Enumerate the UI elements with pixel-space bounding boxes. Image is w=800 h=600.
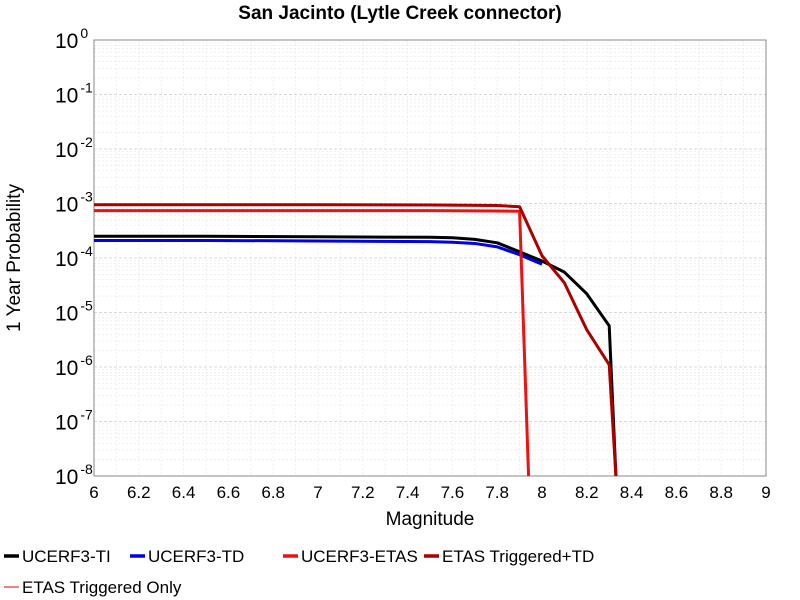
y-tick-label: 10 -2: [55, 134, 93, 162]
legend-label-etas-triggered-td: ETAS Triggered+TD: [442, 547, 594, 566]
x-tick-label: 7.6: [441, 483, 465, 502]
y-axis-label: 1 Year Probability: [4, 184, 25, 332]
x-tick-label: 7.8: [485, 483, 509, 502]
plot-area-border: [93, 39, 767, 477]
x-tick-label: 6.4: [172, 483, 196, 502]
x-tick-label: 7.2: [351, 483, 375, 502]
y-tick-label: 10 -4: [55, 243, 93, 271]
x-tick-label: 6.6: [217, 483, 241, 502]
x-tick-label: 8.2: [575, 483, 599, 502]
legend-label-ucerf3-ti: UCERF3-TI: [22, 547, 111, 566]
y-tick-label: 10 0: [55, 25, 88, 53]
x-tick-label: 6: [89, 483, 98, 502]
legend: UCERF3-TI UCERF3-TD UCERF3-ETAS ETAS Trigge…: [4, 547, 594, 597]
x-tick-label: 8.6: [665, 483, 689, 502]
x-tick-label: 9: [761, 483, 770, 502]
x-tick-label: 6.2: [127, 483, 151, 502]
x-tick-label: 6.8: [261, 483, 285, 502]
y-tick-label: 10 -3: [55, 189, 93, 217]
x-tick-label: 7: [313, 483, 322, 502]
x-axis-label: Magnitude: [386, 509, 475, 530]
x-tick-label: 7.4: [396, 483, 420, 502]
y-tick-label: 10 -7: [55, 407, 93, 435]
y-tick-label: 10 -1: [55, 80, 93, 108]
y-tick-label: 10 -5: [55, 298, 93, 326]
grid: [93, 39, 767, 477]
y-tick-label: 10 -6: [55, 352, 93, 380]
x-tick-label: 8.4: [620, 483, 644, 502]
series-line-ucerf3-etas: [94, 209, 531, 476]
legend-label-ucerf3-etas: UCERF3-ETAS: [301, 547, 418, 566]
x-tick-labels: 6 6.2 6.4 6.6 6.8 7 7.2 7.4 7.6 7.8 8 8.2 8.4 8.6 8.8 9: [89, 483, 770, 502]
x-tick-label: 8.8: [709, 483, 733, 502]
series-line-ucerf3-ti: [94, 234, 618, 476]
y-tick-label: 10 -8: [55, 461, 93, 489]
series-layer: [94, 203, 618, 476]
legend-label-etas-triggered-only: ETAS Triggered Only: [22, 578, 182, 597]
x-tick-label: 8: [537, 483, 546, 502]
series-line-etas-triggered-td: [94, 203, 618, 476]
legend-label-ucerf3-td: UCERF3-TD: [148, 547, 244, 566]
chart-title: San Jacinto (Lytle Creek connector): [238, 3, 561, 24]
series-line-ucerf3-td: [94, 238, 543, 266]
